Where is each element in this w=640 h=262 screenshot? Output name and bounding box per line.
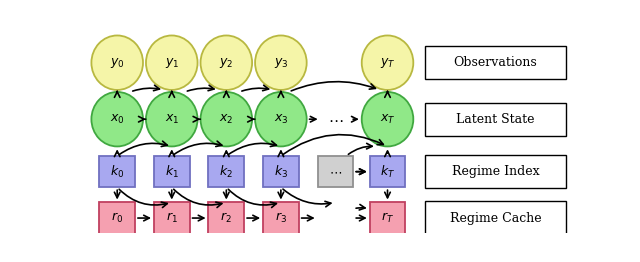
Bar	[154, 203, 189, 234]
Bar	[263, 156, 299, 187]
Text: $k_{1}$: $k_{1}$	[164, 163, 179, 180]
Text: $x_{T}$: $x_{T}$	[380, 113, 396, 126]
Ellipse shape	[146, 92, 198, 146]
Text: $r_{2}$: $r_{2}$	[220, 211, 232, 225]
Text: Latent State: Latent State	[456, 113, 534, 126]
Bar	[154, 156, 189, 187]
Text: $r_{1}$: $r_{1}$	[166, 211, 178, 225]
Ellipse shape	[255, 35, 307, 90]
Ellipse shape	[255, 92, 307, 146]
Text: $y_{3}$: $y_{3}$	[273, 56, 288, 70]
Ellipse shape	[362, 35, 413, 90]
Text: $r_{T}$: $r_{T}$	[381, 211, 394, 225]
Text: $\cdots$: $\cdots$	[328, 112, 343, 127]
Bar	[425, 201, 566, 235]
Ellipse shape	[200, 92, 252, 146]
Bar	[209, 156, 244, 187]
Text: $k_{2}$: $k_{2}$	[220, 163, 233, 180]
Text: Regime Index: Regime Index	[452, 165, 540, 178]
Text: Regime Cache: Regime Cache	[449, 211, 541, 225]
Text: $r_{0}$: $r_{0}$	[111, 211, 124, 225]
Text: $y_{0}$: $y_{0}$	[110, 56, 125, 70]
Bar	[370, 156, 405, 187]
Bar	[263, 203, 299, 234]
Text: $k_{0}$: $k_{0}$	[110, 163, 124, 180]
Ellipse shape	[92, 92, 143, 146]
Bar	[99, 156, 135, 187]
Ellipse shape	[362, 92, 413, 146]
Bar	[99, 203, 135, 234]
Text: $k_{T}$: $k_{T}$	[380, 163, 395, 180]
Bar	[209, 203, 244, 234]
Bar	[370, 203, 405, 234]
Ellipse shape	[92, 35, 143, 90]
Text: $y_{T}$: $y_{T}$	[380, 56, 396, 70]
Ellipse shape	[200, 35, 252, 90]
Bar	[317, 156, 353, 187]
Text: $x_{1}$: $x_{1}$	[164, 113, 179, 126]
Text: $y_{2}$: $y_{2}$	[219, 56, 234, 70]
Text: $x_{3}$: $x_{3}$	[273, 113, 288, 126]
Bar	[425, 46, 566, 79]
Bar	[425, 102, 566, 136]
Text: $\cdots$: $\cdots$	[329, 165, 342, 178]
Ellipse shape	[146, 35, 198, 90]
Text: $k_{3}$: $k_{3}$	[274, 163, 288, 180]
Bar	[425, 155, 566, 188]
Text: $x_{2}$: $x_{2}$	[219, 113, 234, 126]
Text: $r_{3}$: $r_{3}$	[275, 211, 287, 225]
Text: Observations: Observations	[454, 56, 537, 69]
Text: $y_{1}$: $y_{1}$	[164, 56, 179, 70]
Text: $x_{0}$: $x_{0}$	[110, 113, 125, 126]
